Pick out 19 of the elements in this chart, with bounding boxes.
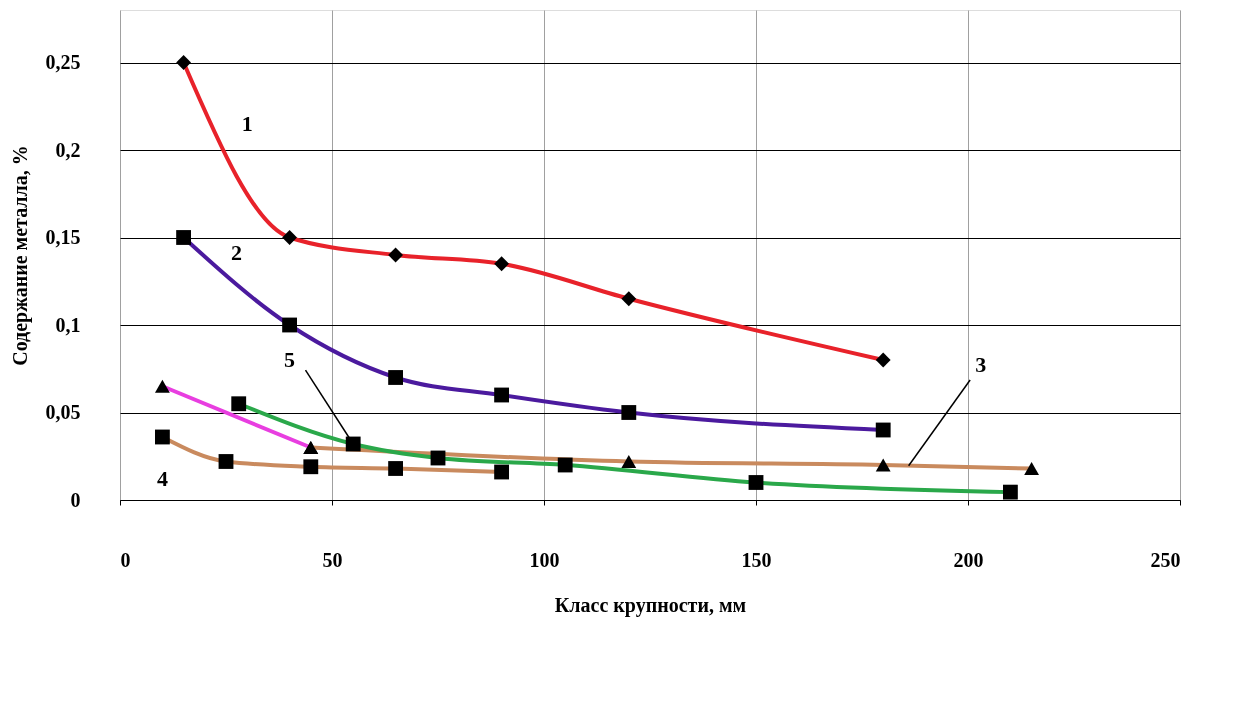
x-tick-label: 100	[529, 548, 560, 571]
x-tick-label: 50	[322, 548, 343, 571]
y-tick-label: 0,25	[45, 51, 81, 73]
annotation: 2	[231, 240, 243, 266]
annotation: 4	[156, 465, 168, 491]
y-tick-label: 0,15	[45, 226, 81, 248]
annotation: 5	[284, 346, 296, 372]
annotation: 3	[975, 351, 987, 377]
x-axis-title: Класс крупности, мм	[554, 593, 747, 617]
x-tick-label: 0	[120, 548, 131, 571]
x-tick-label: 150	[741, 548, 772, 571]
x-tick-label: 200	[953, 548, 984, 571]
y-axis-title: Содержание металла, %	[8, 145, 32, 366]
y-tick-label: 0,05	[45, 401, 81, 423]
x-tick-label: 250	[1150, 548, 1181, 571]
annotation: 1	[241, 111, 253, 137]
y-tick-label: 0,1	[55, 313, 81, 336]
y-tick-label: 0	[70, 488, 81, 511]
y-tick-label: 0,2	[55, 138, 81, 161]
